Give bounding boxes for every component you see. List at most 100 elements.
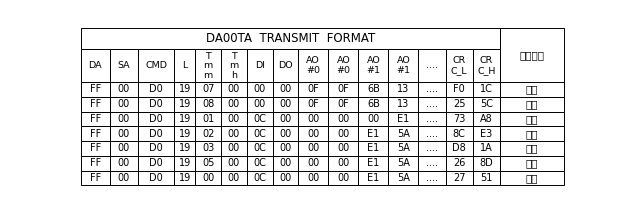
Text: 8C: 8C — [453, 129, 465, 139]
Bar — [445, 112, 473, 126]
Text: FF: FF — [90, 158, 101, 168]
Bar — [221, 171, 247, 185]
Text: 00: 00 — [279, 129, 291, 139]
Bar — [221, 97, 247, 112]
Bar — [174, 50, 195, 82]
Text: ....: .... — [426, 99, 438, 109]
Text: AO
#1: AO #1 — [366, 57, 381, 75]
Text: 00: 00 — [279, 84, 291, 95]
Text: AO
#0: AO #0 — [306, 57, 320, 75]
Bar — [174, 97, 195, 112]
Bar — [328, 82, 359, 97]
Text: 합격: 합격 — [526, 129, 538, 139]
Text: AO
#0: AO #0 — [337, 57, 350, 75]
Bar — [109, 141, 138, 156]
Text: FF: FF — [90, 143, 101, 153]
Text: 00: 00 — [228, 158, 240, 168]
Bar — [328, 171, 359, 185]
Text: D0: D0 — [149, 84, 163, 95]
Bar — [81, 28, 500, 50]
Bar — [138, 171, 174, 185]
Bar — [138, 112, 174, 126]
Bar — [298, 156, 328, 171]
Text: 00: 00 — [307, 129, 320, 139]
Text: 00: 00 — [337, 158, 349, 168]
Text: 00: 00 — [279, 114, 291, 124]
Bar — [445, 156, 473, 171]
Bar — [221, 126, 247, 141]
Text: A8: A8 — [480, 114, 493, 124]
Text: DI: DI — [255, 61, 264, 70]
Bar — [109, 112, 138, 126]
Bar — [109, 171, 138, 185]
Text: ....: .... — [426, 84, 438, 95]
Bar — [195, 50, 221, 82]
Bar — [81, 97, 109, 112]
Bar — [109, 156, 138, 171]
Text: 00: 00 — [307, 158, 320, 168]
Text: 02: 02 — [202, 129, 214, 139]
Text: ....: .... — [426, 129, 438, 139]
Text: 00: 00 — [337, 129, 349, 139]
Text: 00: 00 — [367, 114, 379, 124]
Bar — [473, 141, 500, 156]
Text: 0C: 0C — [253, 114, 266, 124]
Text: CMD: CMD — [145, 61, 167, 70]
Bar — [500, 156, 564, 171]
Text: 8D: 8D — [479, 158, 493, 168]
Text: ....: .... — [426, 173, 438, 183]
Text: 00: 00 — [279, 143, 291, 153]
Bar — [500, 126, 564, 141]
Text: 합격: 합격 — [526, 143, 538, 153]
Text: 합격: 합격 — [526, 99, 538, 109]
Bar — [195, 82, 221, 97]
Text: 0C: 0C — [253, 143, 266, 153]
Bar — [418, 141, 445, 156]
Bar — [138, 126, 174, 141]
Text: 19: 19 — [178, 99, 191, 109]
Text: E1: E1 — [398, 114, 409, 124]
Bar — [359, 171, 388, 185]
Bar — [273, 82, 298, 97]
Text: E1: E1 — [367, 158, 379, 168]
Text: SA: SA — [117, 61, 130, 70]
Bar — [298, 126, 328, 141]
Text: 00: 00 — [228, 173, 240, 183]
Text: 00: 00 — [337, 143, 349, 153]
Text: 00: 00 — [228, 129, 240, 139]
Text: 19: 19 — [178, 158, 191, 168]
Bar — [418, 156, 445, 171]
Text: 합격: 합격 — [526, 173, 538, 183]
Text: 25: 25 — [453, 99, 465, 109]
Bar — [500, 141, 564, 156]
Text: 0F: 0F — [337, 99, 349, 109]
Bar — [195, 112, 221, 126]
Text: T
m
m: T m m — [203, 52, 213, 80]
Bar — [174, 126, 195, 141]
Text: 00: 00 — [228, 84, 240, 95]
Text: 19: 19 — [178, 114, 191, 124]
Text: 00: 00 — [117, 129, 130, 139]
Bar — [81, 112, 109, 126]
Bar — [247, 50, 273, 82]
Bar — [81, 141, 109, 156]
Text: 00: 00 — [117, 114, 130, 124]
Text: D0: D0 — [149, 143, 163, 153]
Bar — [138, 82, 174, 97]
Bar — [298, 171, 328, 185]
Text: E3: E3 — [480, 129, 492, 139]
Text: 07: 07 — [202, 84, 214, 95]
Text: CR
C_L: CR C_L — [451, 57, 467, 75]
Bar — [418, 112, 445, 126]
Bar — [500, 112, 564, 126]
Text: D0: D0 — [149, 129, 163, 139]
Bar — [328, 112, 359, 126]
Bar — [81, 156, 109, 171]
Text: 00: 00 — [117, 143, 130, 153]
Bar — [109, 126, 138, 141]
Bar — [388, 82, 418, 97]
Bar — [174, 112, 195, 126]
Text: 00: 00 — [228, 114, 240, 124]
Text: FF: FF — [90, 114, 101, 124]
Text: E1: E1 — [367, 143, 379, 153]
